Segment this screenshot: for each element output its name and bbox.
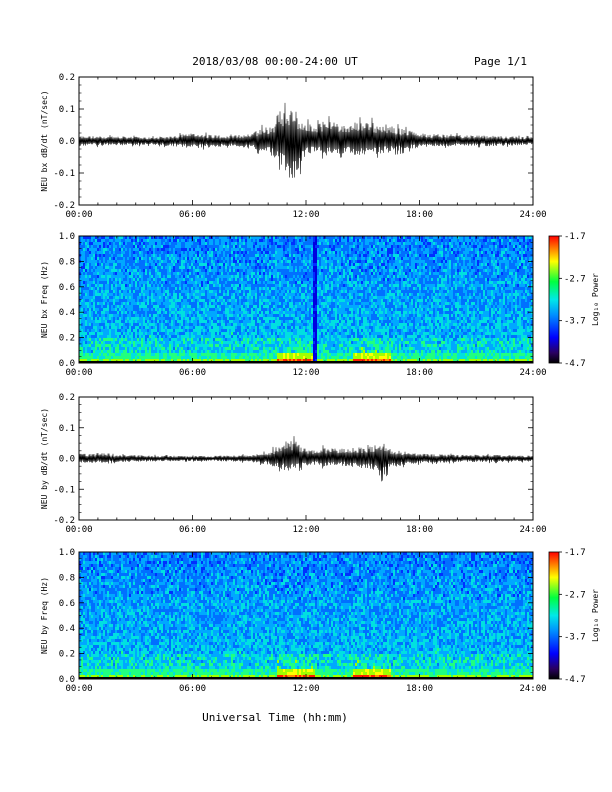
by-dbdt-trace xyxy=(79,436,533,481)
bx-freq-colorbar-tick-label: -3.7 xyxy=(564,317,586,327)
bx-freq-xtick-label: 00:00 xyxy=(65,368,92,378)
by-freq-xtick-label: 18:00 xyxy=(406,684,433,694)
by-freq-colorbar-tick-label: -2.7 xyxy=(564,590,586,600)
by-freq-ytick-label: 0.6 xyxy=(59,599,75,609)
by-freq-colorbar-tick-label: -3.7 xyxy=(564,633,586,643)
bx-freq-ytick-label: 1.0 xyxy=(59,232,75,242)
bx-dbdt-xtick-label: 18:00 xyxy=(406,210,433,220)
by-dbdt-xtick-label: 18:00 xyxy=(406,525,433,535)
bx-freq-ylabel: NEU bx Freq (Hz) xyxy=(40,261,49,338)
x-axis-title: Universal Time (hh:mm) xyxy=(202,711,348,724)
by-dbdt-ytick-label: -0.1 xyxy=(53,485,75,495)
by-freq-ytick-label: 1.0 xyxy=(59,548,75,558)
by-freq-colorbar xyxy=(549,552,559,679)
by-dbdt-ytick-label: 0.1 xyxy=(59,424,75,434)
figure-title: 2018/03/08 00:00-24:00 UT xyxy=(192,55,358,68)
by-dbdt-ylabel: NEU by dB/dt (nT/sec) xyxy=(40,408,49,509)
bx-freq-colorbar-tick-label: -2.7 xyxy=(564,274,586,284)
bx-freq-xtick-label: 12:00 xyxy=(292,368,319,378)
by-freq-colorbar-tick-label: -4.7 xyxy=(564,675,586,685)
by-freq-ytick-label: 0.4 xyxy=(59,624,75,634)
by-freq-xtick-label: 24:00 xyxy=(519,684,546,694)
by-dbdt-xtick-label: 06:00 xyxy=(179,525,206,535)
by-freq-xtick-label: 06:00 xyxy=(179,684,206,694)
bx-freq-ytick-label: 0.4 xyxy=(59,308,75,318)
bx-dbdt-trace xyxy=(79,103,533,178)
bx-freq-spectrogram xyxy=(79,236,533,363)
by-freq-spectrogram xyxy=(79,552,533,679)
by-freq-ylabel: NEU by Freq (Hz) xyxy=(40,577,49,654)
bx-freq-colorbar-tick-label: -1.7 xyxy=(564,232,586,242)
bx-dbdt-ytick-label: 0.1 xyxy=(59,105,75,115)
by-freq-colorbar-tick-label: -1.7 xyxy=(564,548,586,558)
by-freq-ytick-label: 0.2 xyxy=(59,650,75,660)
by-dbdt-ytick-label: 0.0 xyxy=(59,455,75,465)
bx-freq-ytick-label: 0.2 xyxy=(59,334,75,344)
bx-dbdt-ytick-label: 0.2 xyxy=(59,73,75,83)
by-freq-xtick-label: 00:00 xyxy=(65,684,92,694)
bx-freq-xtick-label: 06:00 xyxy=(179,368,206,378)
bx-freq-ytick-label: 0.6 xyxy=(59,283,75,293)
by-freq-ytick-label: 0.8 xyxy=(59,573,75,583)
by-dbdt-xtick-label: 24:00 xyxy=(519,525,546,535)
by-dbdt-xtick-label: 12:00 xyxy=(292,525,319,535)
bx-freq-ytick-label: 0.8 xyxy=(59,257,75,267)
bx-freq-colorbar-label: Log₁₀ Power xyxy=(591,273,600,326)
panel-by-dbdt: -0.2-0.10.00.10.200:00 06:00 12:00 18:00 24:… xyxy=(40,393,547,535)
by-dbdt-ytick-label: 0.2 xyxy=(59,393,75,403)
by-freq-colorbar-label: Log₁₀ Power xyxy=(591,589,600,642)
bx-freq-xtick-label: 24:00 xyxy=(519,368,546,378)
panel-bx-dbdt: -0.2-0.10.00.10.200:00 06:00 12:00 18:00 24:… xyxy=(40,73,547,220)
page-number: Page 1/1 xyxy=(474,55,527,68)
by-dbdt-xtick-label: 00:00 xyxy=(65,525,92,535)
bx-freq-colorbar xyxy=(549,236,559,363)
bx-dbdt-xtick-label: 12:00 xyxy=(292,210,319,220)
bx-freq-xtick-label: 18:00 xyxy=(406,368,433,378)
bx-dbdt-ytick-label: -0.1 xyxy=(53,169,75,179)
bx-dbdt-xtick-label: 06:00 xyxy=(179,210,206,220)
by-freq-xtick-label: 12:00 xyxy=(292,684,319,694)
bx-freq-colorbar-tick-label: -4.7 xyxy=(564,359,586,369)
bx-dbdt-xtick-label: 00:00 xyxy=(65,210,92,220)
bx-dbdt-ytick-label: 0.0 xyxy=(59,137,75,147)
panels: -0.2-0.10.00.10.200:00 06:00 12:00 18:00 24:… xyxy=(40,73,600,694)
bx-dbdt-xtick-label: 24:00 xyxy=(519,210,546,220)
bx-dbdt-ylabel: NEU bx dB/dt (nT/sec) xyxy=(40,90,49,191)
